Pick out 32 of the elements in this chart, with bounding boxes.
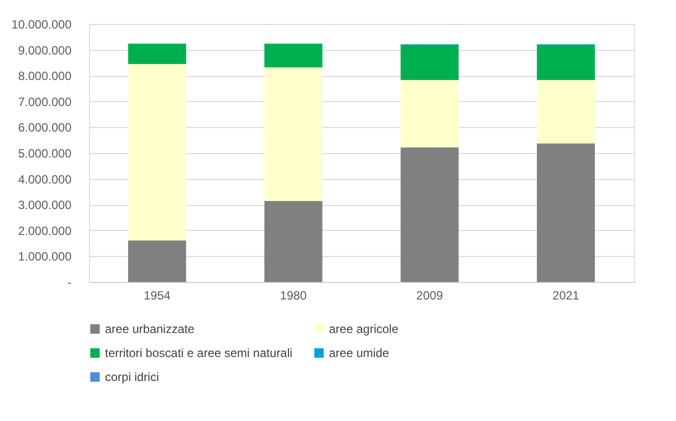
legend-label: aree agricole [329,322,399,336]
bar [400,147,459,282]
legend-label: aree umide [329,346,390,360]
x-tick-label: 1980 [280,288,308,302]
bar [264,200,322,282]
bar [264,44,322,68]
x-tick-label: 1954 [144,288,171,302]
y-tick-label: 1.000.000 [18,250,72,264]
bar [128,64,186,240]
y-tick-label: 7.000.000 [18,94,72,109]
y-tick-label: 8.000.000 [18,69,72,84]
y-tick-label: 2.000.000 [18,224,72,238]
bar [128,44,186,64]
bar [536,44,595,80]
legend-label: corpi idrici [105,370,160,384]
bar [400,44,459,80]
y-tick-label: - [68,276,72,290]
bar [128,240,186,282]
bar [264,67,322,201]
bar [536,80,595,144]
legend-label: territori boscati e aree semi naturali [105,346,292,360]
bar [536,143,595,282]
y-tick-label: 5.000.000 [18,146,72,160]
x-tick-label: 2021 [552,288,580,302]
y-tick-label: 9.000.000 [18,43,72,58]
y-tick-label: 3.000.000 [18,198,72,212]
x-tick-label: 2009 [416,288,444,302]
legend-label: aree urbanizzate [105,322,195,336]
y-tick-label: 4.000.000 [18,172,72,186]
bar [400,80,459,148]
y-tick-label: 6.000.000 [18,120,72,135]
y-tick-label: 10.000.000 [11,18,72,32]
